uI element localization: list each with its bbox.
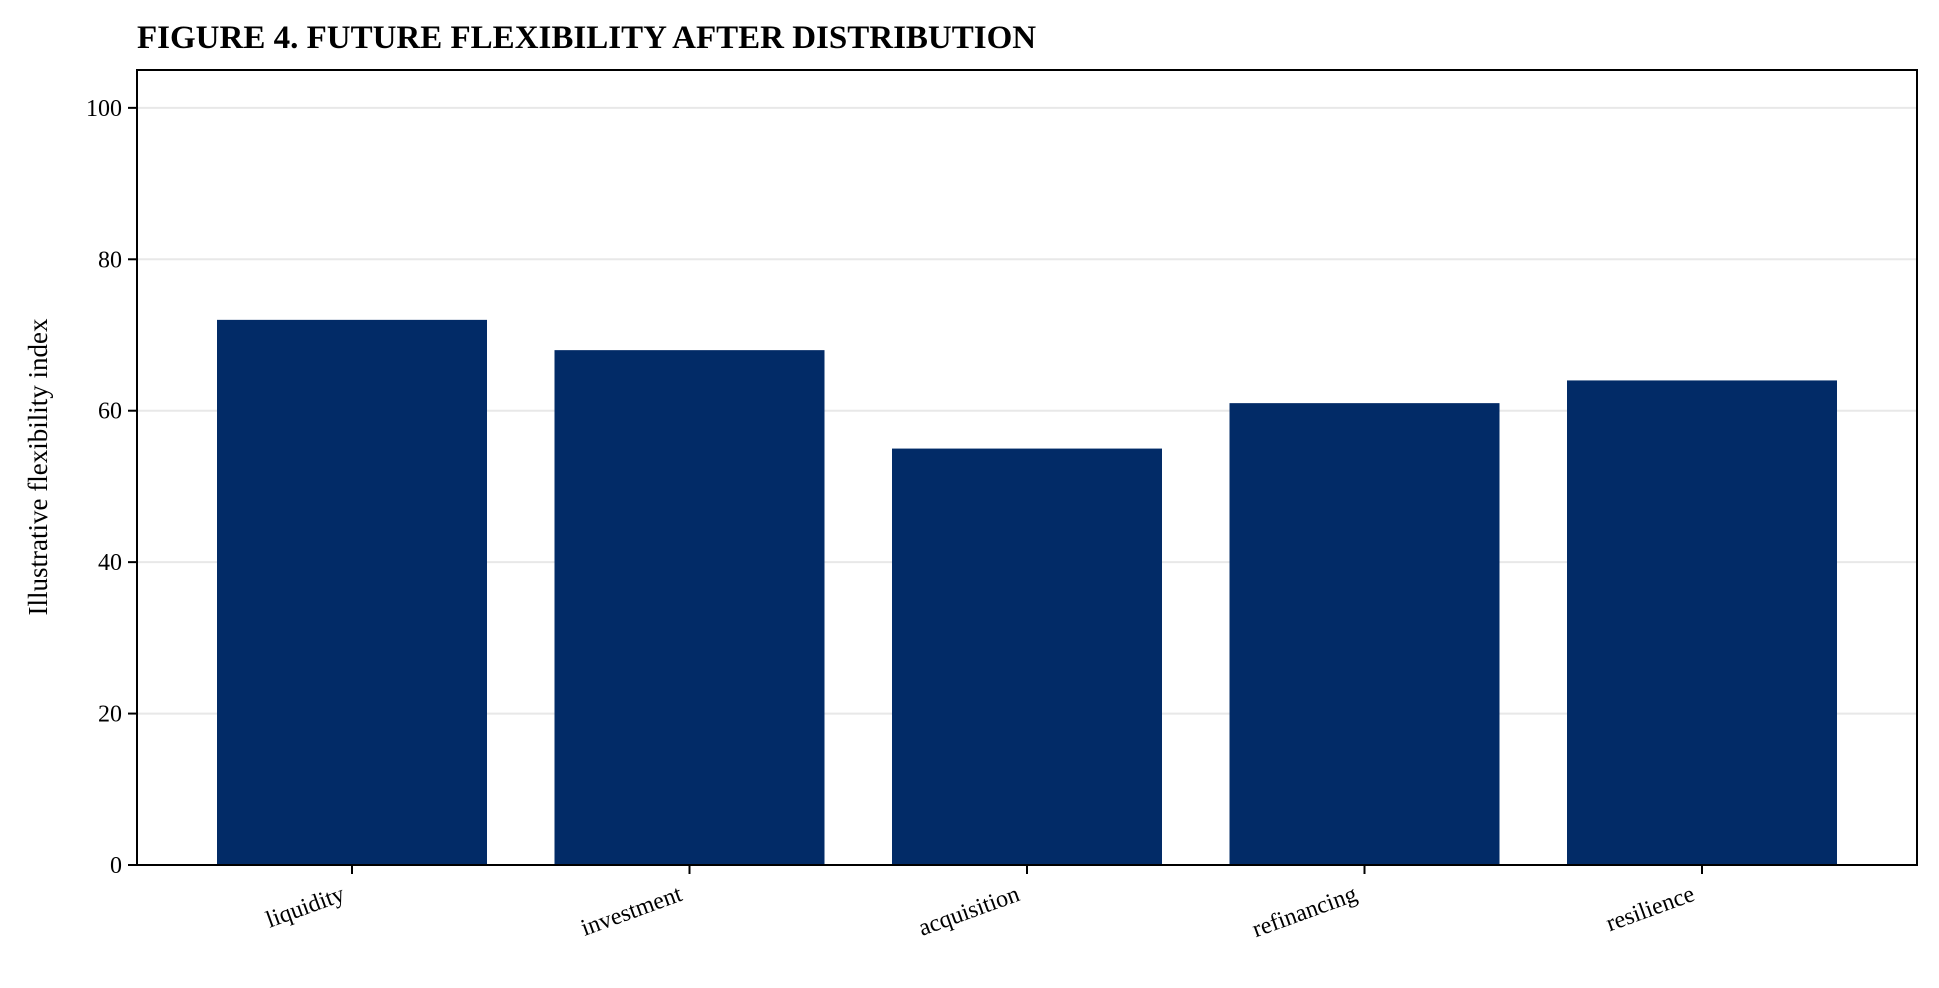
y-axis: 0 20 40 60 80 100: [86, 96, 137, 879]
bars: [217, 319, 1837, 866]
y-tick-label: 60: [98, 399, 122, 425]
bar-liquidity: [217, 319, 487, 865]
y-tick-label: 0: [110, 853, 122, 879]
y-tick-label: 100: [86, 96, 122, 122]
y-tick-label: 40: [98, 550, 122, 576]
x-tick-label-liquidity: liquidity: [263, 881, 348, 933]
y-tick-label: 80: [98, 247, 122, 273]
x-tick-label-resilience: resilience: [1603, 881, 1698, 937]
bar-investment: [554, 350, 825, 866]
y-axis-label: Illustrative flexibility index: [23, 318, 53, 615]
y-tick-label: 20: [98, 702, 122, 728]
x-tick-label-refinancing: refinancing: [1249, 881, 1361, 943]
x-tick-label-acquisition: acquisition: [915, 881, 1023, 941]
x-axis: liquidity investment acquisition refinancin…: [263, 865, 1703, 943]
bar-resilience: [1567, 380, 1837, 865]
bar-refinancing: [1229, 403, 1500, 865]
chart-title: FIGURE 4. FUTURE FLEXIBILITY AFTER DISTR…: [137, 20, 1036, 56]
bar-acquisition: [892, 448, 1162, 865]
x-tick-label-investment: investment: [578, 881, 686, 942]
